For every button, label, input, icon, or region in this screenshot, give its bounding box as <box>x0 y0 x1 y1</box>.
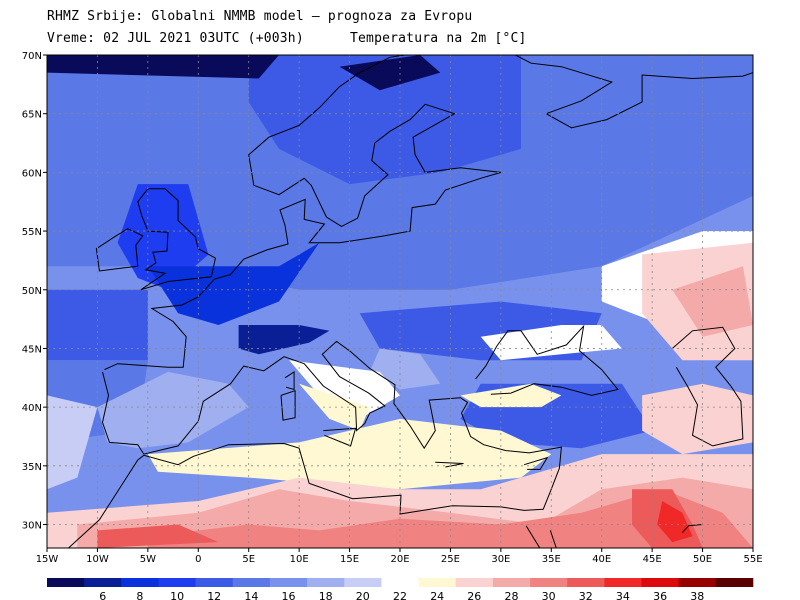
grid-lines <box>47 55 753 548</box>
axis-ticks: 15W 10W 5W 0 5E 10E 15E 20E 25E 30E 35E 40E 45E 50E 55… <box>22 51 763 565</box>
colorbar-swatch <box>232 578 271 587</box>
coastlines <box>67 55 753 548</box>
colorbar-label: 20 <box>356 590 370 600</box>
colorbar-label: 22 <box>393 590 407 600</box>
colorbar-swatch <box>158 578 196 587</box>
colorbar-label: 16 <box>282 590 296 600</box>
colorbar-swatch <box>381 578 419 587</box>
colorbar-swatch <box>530 578 568 587</box>
lon-tick-label: 5W <box>140 554 156 565</box>
colorbar-label: 38 <box>690 590 704 600</box>
lon-tick-label: 25E <box>441 554 460 565</box>
colorbar-swatch <box>455 578 494 587</box>
colorbar-label: 14 <box>244 590 258 600</box>
colorbar-swatch <box>567 578 605 587</box>
forecast-time: Vreme: 02 JUL 2021 03UTC (+003h) <box>47 31 304 46</box>
lon-tick-label: 15W <box>36 554 59 565</box>
colorbar-swatch <box>269 578 308 587</box>
colorbar-label: 24 <box>430 590 444 600</box>
lat-tick-label: 50N <box>22 286 42 297</box>
colorbar-swatch <box>84 578 122 587</box>
lon-tick-label: 45E <box>643 554 662 565</box>
lon-tick-label: 15E <box>340 554 359 565</box>
colorbar-label: 26 <box>467 590 481 600</box>
colorbar-swatch <box>418 578 457 587</box>
lat-tick-label: 55N <box>22 227 42 238</box>
colorbar-swatch <box>121 578 159 587</box>
colorbar-label: 8 <box>136 590 143 600</box>
colorbar-swatch <box>604 578 642 587</box>
colorbar-swatch <box>715 578 754 587</box>
colorbar-label: 18 <box>319 590 333 600</box>
lat-tick-label: 65N <box>22 110 42 121</box>
colorbar-swatch <box>344 578 382 587</box>
colorbar-label: 12 <box>207 590 221 600</box>
colorbar-label: 10 <box>170 590 184 600</box>
colorbar-swatch <box>47 578 85 587</box>
chart-title: RHMZ Srbije: Globalni NMMB model – progn… <box>47 9 473 24</box>
lon-tick-label: 10W <box>86 554 109 565</box>
colorbar: 6 8 10 12 14 16 18 20 22 24 26 28 30 32 34 36 38 <box>47 578 754 600</box>
colorbar-swatch <box>641 578 679 587</box>
lon-tick-label: 5E <box>242 554 255 565</box>
lat-tick-label: 40N <box>22 403 42 414</box>
lat-tick-label: 45N <box>22 344 42 355</box>
lat-tick-label: 60N <box>22 168 42 179</box>
colorbar-swatch <box>678 578 717 587</box>
colorbar-swatch <box>307 578 345 587</box>
colorbar-label: 32 <box>579 590 593 600</box>
lat-tick-label: 70N <box>22 51 42 62</box>
lon-tick-label: 10E <box>290 554 309 565</box>
lon-tick-label: 50E <box>693 554 712 565</box>
lat-tick-label: 30N <box>22 521 42 532</box>
colorbar-label: 36 <box>653 590 667 600</box>
lon-tick-label: 20E <box>390 554 409 565</box>
variable-label: Temperatura na 2m [°C] <box>350 31 527 46</box>
lon-tick-label: 0 <box>195 554 201 565</box>
lon-tick-label: 35E <box>542 554 561 565</box>
lon-tick-label: 55E <box>743 554 762 565</box>
colorbar-label: 30 <box>542 590 556 600</box>
lat-tick-label: 35N <box>22 462 42 473</box>
lon-tick-label: 40E <box>592 554 611 565</box>
colorbar-label: 6 <box>99 590 106 600</box>
colorbar-label: 28 <box>505 590 519 600</box>
colorbar-swatch <box>195 578 234 587</box>
colorbar-swatch <box>492 578 531 587</box>
lon-tick-label: 30E <box>491 554 510 565</box>
colorbar-label: 34 <box>616 590 630 600</box>
